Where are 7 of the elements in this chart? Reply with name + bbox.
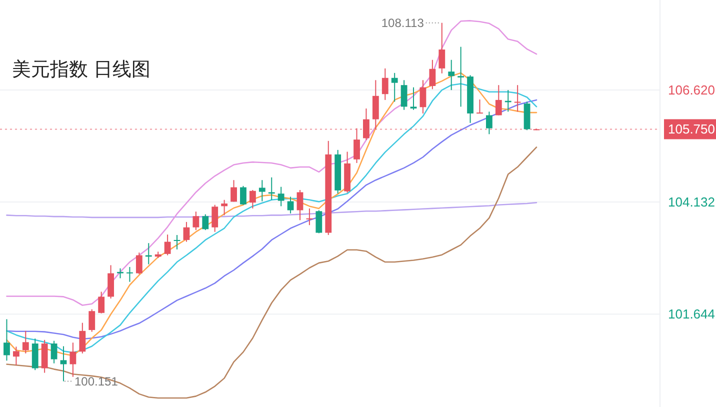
y-tick-label: 104.132: [668, 194, 715, 210]
annotation: 108.113: [381, 16, 424, 30]
text: 美元指数 日线图: [12, 58, 150, 80]
ref-line-label: 105.750: [668, 122, 715, 137]
annotation: 100.151: [74, 374, 118, 388]
y-tick-label: 101.644: [668, 306, 715, 322]
y-tick-label: 106.620: [668, 82, 715, 98]
